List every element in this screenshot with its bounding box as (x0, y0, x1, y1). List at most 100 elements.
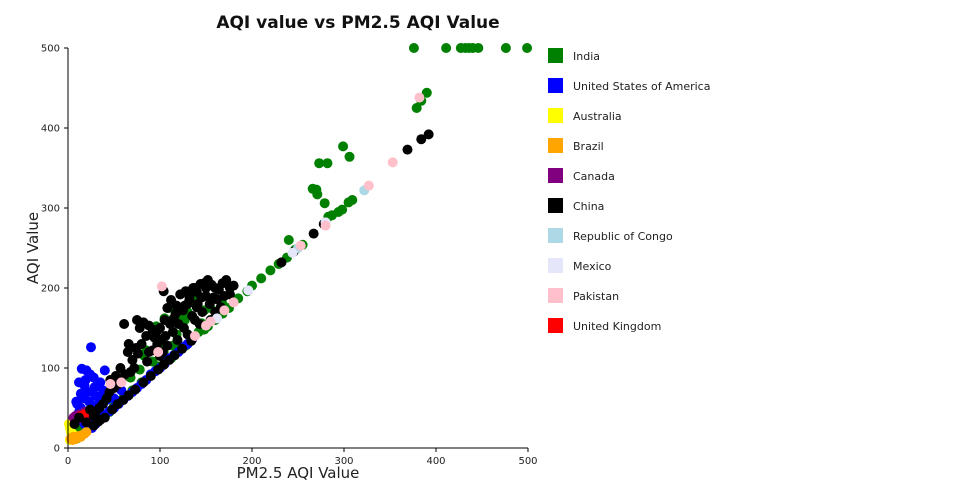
point-china[interactable] (115, 363, 126, 373)
point-china[interactable] (224, 289, 235, 300)
point-china[interactable] (123, 390, 134, 401)
legend-swatch-republic-of-congo[interactable] (548, 228, 563, 243)
point-mexico[interactable] (243, 285, 254, 296)
point-china[interactable] (204, 299, 215, 309)
point-pakistan[interactable] (387, 157, 398, 168)
point-china[interactable] (187, 311, 198, 321)
point-china[interactable] (167, 327, 178, 337)
point-india[interactable] (311, 184, 322, 195)
point-china[interactable] (276, 257, 287, 268)
legend-swatch-mexico[interactable] (548, 258, 563, 273)
legend-label-canada[interactable]: Canada (573, 170, 615, 183)
point-pakistan[interactable] (189, 331, 200, 341)
point-india[interactable] (337, 204, 348, 215)
point-china[interactable] (169, 350, 180, 361)
point-china[interactable] (179, 300, 190, 311)
point-china[interactable] (123, 339, 134, 349)
point-china[interactable] (122, 347, 133, 357)
point-brazil[interactable] (75, 431, 86, 442)
legend-swatch-united-kingdom[interactable] (548, 318, 563, 333)
legend-label-australia[interactable]: Australia (573, 110, 622, 123)
point-pakistan[interactable] (414, 92, 425, 103)
point-united-states-of-america[interactable] (85, 369, 96, 380)
point-china[interactable] (88, 420, 99, 431)
point-china[interactable] (95, 415, 106, 425)
point-china[interactable] (143, 347, 154, 357)
point-india[interactable] (314, 158, 325, 169)
legend-swatch-australia[interactable] (548, 108, 563, 123)
point-united-states-of-america[interactable] (75, 388, 86, 399)
point-china[interactable] (162, 340, 173, 351)
point-china[interactable] (221, 275, 232, 285)
point-china[interactable] (142, 356, 153, 367)
point-china[interactable] (308, 228, 319, 239)
point-china[interactable] (131, 343, 142, 353)
point-china[interactable] (402, 144, 413, 155)
point-pakistan[interactable] (295, 240, 306, 251)
legend-label-pakistan[interactable]: Pakistan (573, 290, 619, 303)
point-china[interactable] (196, 292, 207, 303)
point-united-states-of-america[interactable] (89, 382, 100, 393)
point-india[interactable] (441, 43, 452, 53)
point-united-states-of-america[interactable] (99, 365, 110, 376)
point-pakistan[interactable] (320, 220, 331, 231)
point-china[interactable] (228, 280, 239, 291)
point-china[interactable] (149, 332, 160, 343)
point-india[interactable] (347, 195, 358, 205)
point-pakistan[interactable] (363, 180, 374, 191)
legend-label-united-kingdom[interactable]: United Kingdom (573, 320, 661, 333)
legend-label-mexico[interactable]: Mexico (573, 260, 612, 273)
point-india[interactable] (522, 43, 533, 53)
point-india[interactable] (265, 265, 276, 276)
legend-label-brazil[interactable]: Brazil (573, 140, 604, 153)
point-china[interactable] (423, 129, 434, 140)
point-pakistan[interactable] (153, 347, 164, 357)
point-pakistan[interactable] (116, 377, 127, 388)
legend-label-republic-of-congo[interactable]: Republic of Congo (573, 230, 673, 243)
legend-label-united-states-of-america[interactable]: United States of America (573, 80, 710, 93)
legend-swatch-united-states-of-america[interactable] (548, 78, 563, 93)
point-china[interactable] (138, 377, 149, 388)
legend-swatch-china[interactable] (548, 198, 563, 213)
point-india[interactable] (344, 151, 355, 162)
point-india[interactable] (322, 158, 333, 169)
point-india[interactable] (500, 43, 511, 53)
point-china[interactable] (155, 323, 165, 333)
point-china[interactable] (173, 319, 184, 329)
point-india[interactable] (283, 235, 294, 245)
point-pakistan[interactable] (228, 297, 239, 308)
point-china[interactable] (130, 384, 141, 395)
point-china[interactable] (119, 319, 130, 329)
legend-swatch-canada[interactable] (548, 168, 563, 183)
legend-label-india[interactable]: India (573, 50, 600, 63)
point-india[interactable] (408, 43, 419, 53)
point-china[interactable] (165, 319, 176, 329)
point-united-states-of-america[interactable] (71, 396, 82, 407)
point-china[interactable] (85, 404, 96, 415)
point-india[interactable] (319, 198, 330, 209)
point-china[interactable] (145, 371, 156, 381)
point-china[interactable] (191, 302, 202, 313)
legend[interactable]: India United States of America Australia Br… (548, 48, 710, 333)
point-china[interactable] (170, 308, 181, 319)
point-china[interactable] (189, 283, 200, 293)
point-pakistan[interactable] (205, 316, 216, 327)
point-china[interactable] (141, 331, 152, 341)
legend-swatch-pakistan[interactable] (548, 288, 563, 303)
point-china[interactable] (177, 343, 188, 354)
point-china[interactable] (172, 335, 183, 345)
point-india[interactable] (467, 43, 478, 53)
point-mexico[interactable] (287, 247, 298, 258)
point-united-states-of-america[interactable] (86, 342, 96, 353)
legend-swatch-brazil[interactable] (548, 138, 563, 153)
point-pakistan[interactable] (219, 305, 230, 316)
point-china[interactable] (416, 134, 427, 145)
point-china[interactable] (201, 283, 211, 293)
point-china[interactable] (127, 355, 138, 365)
point-pakistan[interactable] (156, 281, 167, 292)
point-india[interactable] (411, 103, 422, 113)
point-india[interactable] (338, 141, 349, 152)
point-india[interactable] (256, 273, 267, 284)
point-china[interactable] (162, 303, 173, 313)
legend-label-china[interactable]: China (573, 200, 604, 213)
